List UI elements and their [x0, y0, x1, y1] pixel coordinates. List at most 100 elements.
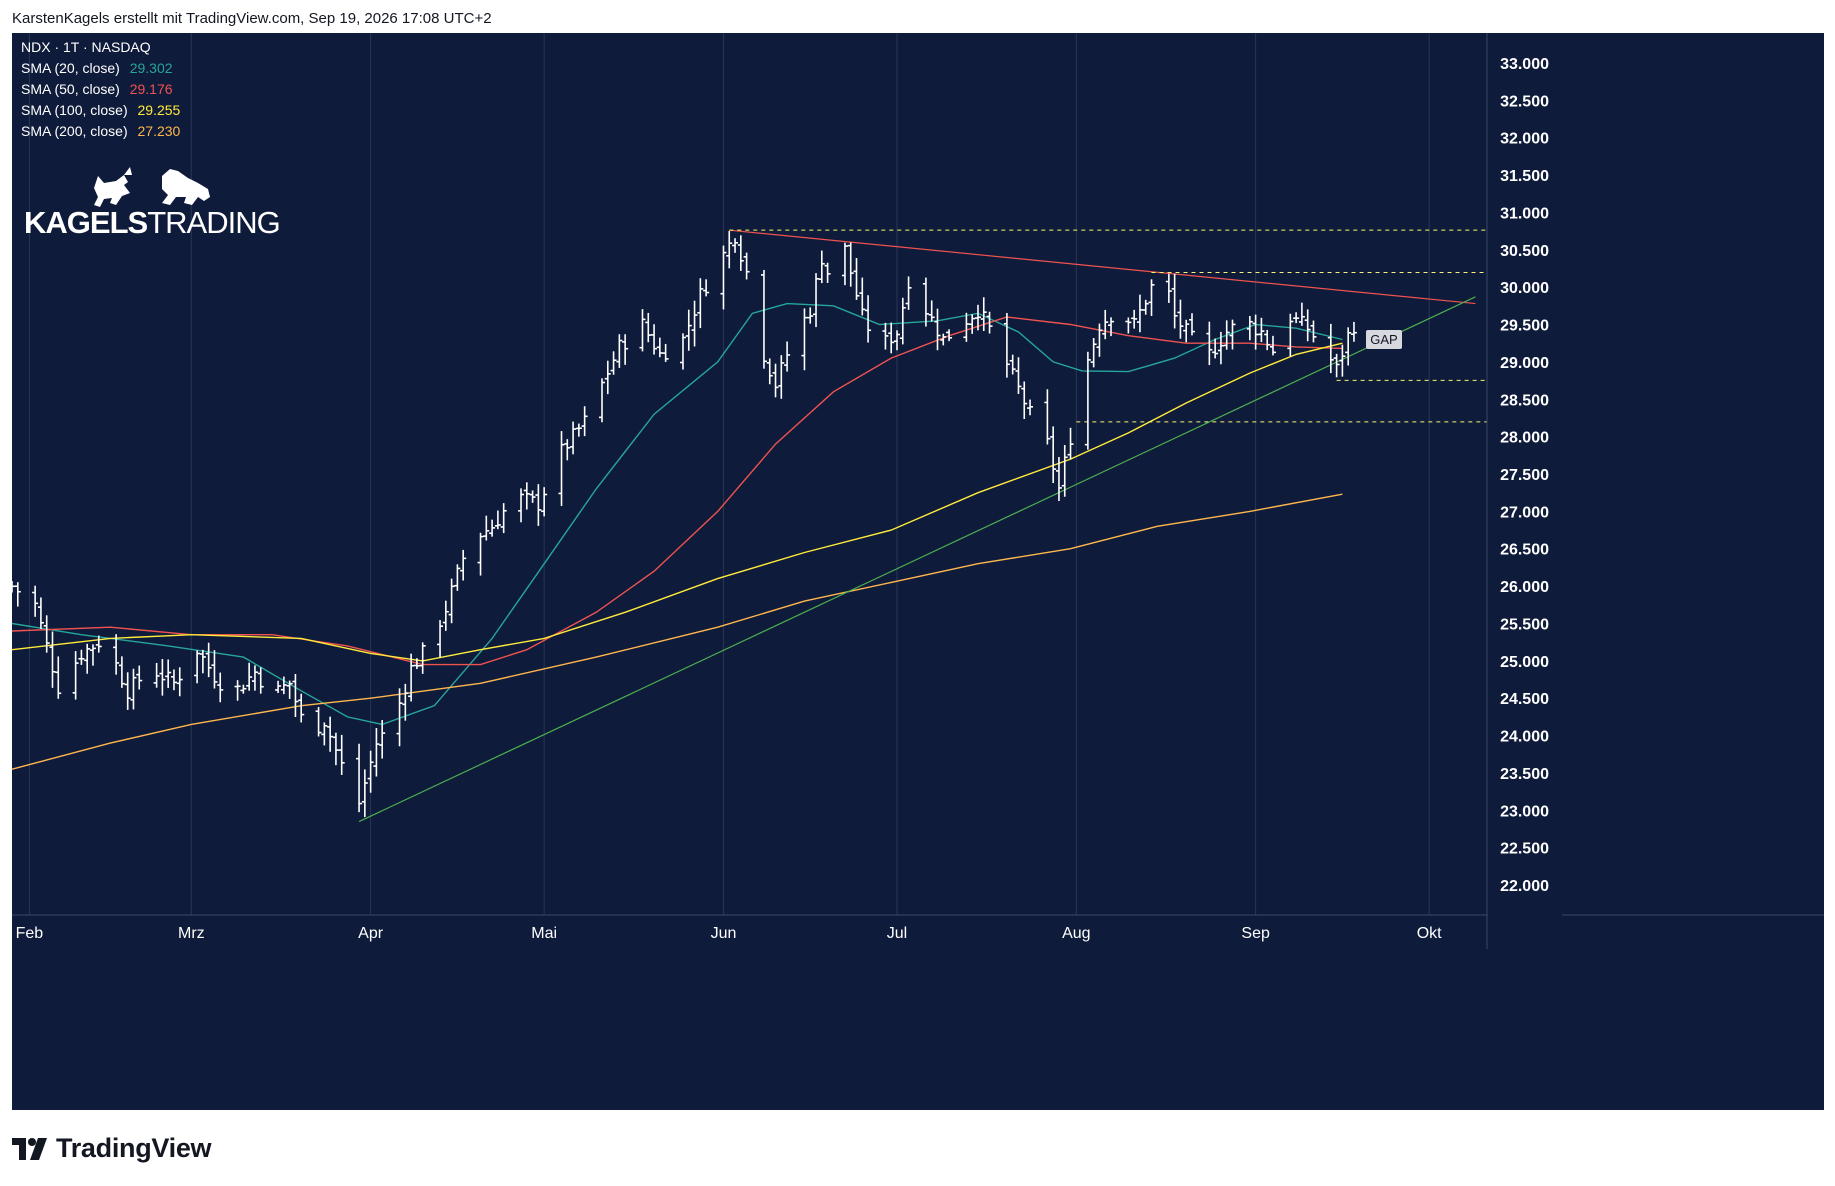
ohlc-bar: [1304, 309, 1311, 342]
x-tick-label: Aug: [1062, 925, 1090, 942]
ohlc-bar: [934, 308, 941, 351]
ohlc-bar: [841, 242, 848, 286]
ohlc-bar: [396, 688, 403, 747]
ohlc-bar: [894, 330, 900, 351]
y-tick-label: 32.500: [1500, 93, 1549, 110]
ohlc-bar: [1258, 317, 1265, 343]
ohlc-bar: [1264, 329, 1271, 351]
legend-symbol[interactable]: NDX · 1T · NASDAQ: [21, 39, 151, 55]
ohlc-bar: [541, 487, 548, 517]
x-tick-label: Sep: [1241, 925, 1270, 942]
ohlc-bar: [922, 277, 929, 327]
tradingview-icon: [12, 1137, 47, 1160]
ohlc-bar: [494, 510, 501, 530]
ohlc-bar: [558, 431, 565, 506]
ohlc-bar: [1136, 294, 1143, 333]
ohlc-bar: [194, 650, 201, 684]
y-tick-label: 22.000: [1500, 878, 1549, 895]
ohlc-bar: [1061, 445, 1068, 497]
ohlc-bar: [159, 659, 166, 696]
ohlc-bar: [280, 676, 287, 695]
ohlc-bar: [732, 238, 739, 253]
ohlc-bar: [118, 656, 125, 688]
ohlc-bar: [442, 600, 449, 631]
ohlc-bar: [1252, 314, 1259, 350]
ohlc-bar: [980, 297, 987, 332]
ohlc-bar: [743, 252, 750, 280]
ohlc-bar: [1131, 309, 1138, 329]
ohlc-bar: [720, 245, 727, 310]
brand-name: KAGELSTRADING: [24, 205, 280, 240]
x-tick-label: Mai: [531, 925, 557, 942]
ohlc-bar: [402, 683, 409, 721]
y-tick-label: 26.000: [1500, 579, 1549, 596]
legend-sma200-label: SMA (200, close): [21, 123, 128, 139]
price-chart[interactable]: 30.76230.19628.75328.19729.644 FebMrzApr…: [9, 33, 1824, 1110]
y-tick-label: 31.500: [1500, 168, 1549, 185]
ohlc-bar: [1108, 317, 1115, 337]
ohlc-bar: [824, 262, 831, 283]
ohlc-bar: [234, 680, 241, 701]
y-tick-label: 30.000: [1500, 280, 1549, 297]
ohlc-bar: [575, 423, 582, 437]
ohlc-bar: [645, 312, 652, 343]
ohlc-bar: [1003, 312, 1010, 378]
ohlc-bar: [78, 649, 85, 665]
ohlc-bar: [639, 309, 646, 352]
y-tick-label: 26.500: [1500, 542, 1549, 559]
ohlc-bar: [246, 662, 253, 691]
ohlc-bar: [49, 631, 56, 688]
sma-line-3: [11, 493, 1343, 770]
ohlc-bar: [963, 312, 970, 342]
ohlc-bar: [361, 769, 368, 818]
ohlc-bar: [454, 564, 461, 591]
sma-line-2: [11, 342, 1343, 662]
ohlc-bar: [217, 672, 224, 703]
ohlc-bar: [760, 269, 767, 369]
ohlc-bar: [1067, 427, 1074, 460]
downtrend-trendline: [729, 229, 1476, 305]
ohlc-bar: [928, 300, 935, 322]
legend-sma200[interactable]: SMA (200, close) 27.230: [21, 123, 181, 139]
y-tick-label: 24.500: [1500, 691, 1549, 708]
ohlc-bar: [905, 276, 912, 310]
y-tick-label: 32.000: [1500, 131, 1549, 148]
ohlc-bar: [859, 277, 866, 316]
y-tick-label: 28.000: [1500, 430, 1549, 447]
ohlc-bar: [298, 693, 305, 723]
ohlc-bar: [1287, 313, 1294, 357]
ohlc-bar: [685, 309, 692, 351]
y-tick-label: 33.000: [1500, 56, 1549, 73]
brand-name-bold: KAGELS: [24, 205, 148, 240]
legend-sma20[interactable]: SMA (20, close) 29.302: [21, 60, 173, 76]
legend-sma50[interactable]: SMA (50, close) 29.176: [21, 81, 173, 97]
ohlc-bar: [332, 732, 339, 766]
ohlc-bar: [697, 278, 704, 329]
ohlc-bar: [89, 644, 96, 666]
tradingview-logo[interactable]: TradingView: [12, 1133, 212, 1164]
ohlc-bar: [43, 615, 50, 653]
ohlc-bar: [726, 231, 733, 269]
ohlc-bar: [437, 620, 444, 658]
legend-sma100[interactable]: SMA (100, close) 29.255: [21, 102, 181, 118]
ohlc-bar: [95, 635, 102, 653]
ohlc-bar: [1090, 337, 1097, 368]
ohlc-bar: [1142, 299, 1149, 315]
ohlc-bar: [1212, 338, 1219, 359]
ohlc-bar: [784, 341, 791, 372]
ohlc-bar: [460, 549, 467, 581]
ohlc-bars: [9, 231, 1357, 818]
ohlc-bar: [801, 308, 808, 371]
axis-layer: Feb Mrz Apr Mai Jun Jul Aug Sep Okt 22.000 22.500 2…: [12, 33, 1824, 949]
x-tick-label: Okt: [1417, 925, 1442, 942]
gap-annotation[interactable]: GAP: [1366, 330, 1402, 349]
ohlc-bar: [1183, 319, 1190, 343]
ohlc-bar: [1015, 357, 1022, 395]
ohlc-bar: [1044, 389, 1051, 445]
ohlc-bar: [1350, 321, 1357, 342]
legend-sma100-label: SMA (100, close): [21, 102, 128, 118]
legend-sma50-label: SMA (50, close): [21, 81, 120, 97]
ohlc-bar: [211, 650, 218, 689]
ohlc-bar: [419, 642, 426, 674]
ohlc-bar: [483, 515, 490, 541]
